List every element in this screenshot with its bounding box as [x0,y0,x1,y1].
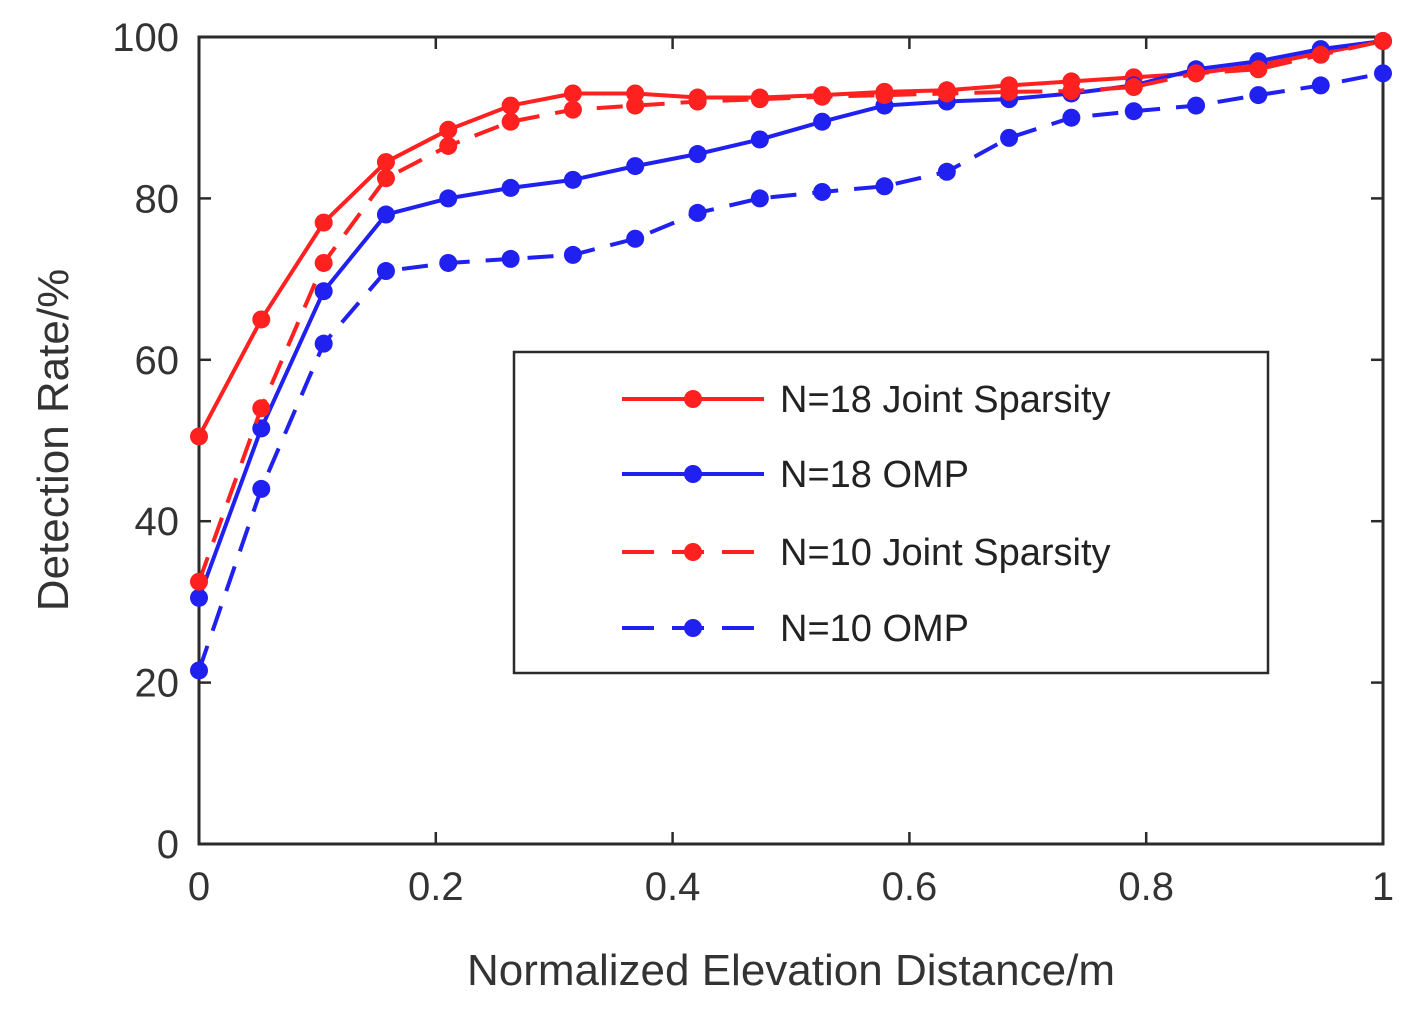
series-line [197,39,1384,583]
data-point [1249,60,1268,79]
series-3 [190,64,1392,680]
legend-entries: N=18 Joint Sparsity N=18 OMP N=10 Joint Sp… [622,379,1111,650]
data-point [190,572,208,591]
data-point [190,588,208,607]
series-line [197,39,1384,599]
data-point [190,427,208,446]
data-point [501,96,520,115]
y-tick-label: 80 [135,177,180,221]
data-point [1062,82,1081,101]
series-lines [190,32,1392,680]
data-point [1000,82,1019,101]
data-point [563,170,582,189]
data-point [875,86,894,105]
legend-label: N=10 OMP [780,608,969,650]
data-point [813,182,832,201]
data-point [1187,64,1206,83]
data-point [563,84,582,103]
y-tick-label: 100 [112,16,179,60]
data-point [1311,76,1330,95]
y-tick-label: 0 [157,823,179,867]
legend-entry: N=10 Joint Sparsity [622,532,1111,574]
series-line [197,71,1384,672]
data-point [688,145,707,164]
x-tick-label: 0.8 [1118,865,1174,909]
data-point [626,157,645,176]
data-point [314,334,333,353]
x-tick-label: 1 [1372,865,1394,909]
data-point [190,661,208,680]
data-point [501,178,520,197]
data-point [1062,108,1081,127]
data-point [376,169,395,188]
data-point [626,229,645,248]
data-point [750,130,769,149]
y-tick-label: 60 [135,339,180,383]
data-point [563,245,582,264]
y-tick-label: 40 [135,500,180,544]
data-point [813,87,832,106]
data-point [1311,45,1330,64]
series-2 [190,32,1392,591]
data-point [439,136,458,155]
data-point [376,153,395,172]
data-point [813,112,832,131]
data-point [1124,78,1143,97]
legend: N=18 Joint Sparsity N=18 OMP N=10 Joint Sp… [512,350,1270,675]
legend-box [512,350,1270,675]
y-tick-label: 20 [135,662,180,706]
data-point [1000,128,1019,147]
data-point [439,120,458,139]
data-point [626,96,645,115]
data-point [314,213,333,232]
x-tick-label: 0.6 [882,865,938,909]
legend-entry: N=10 OMP [622,608,969,650]
legend-label: N=10 Joint Sparsity [780,532,1111,574]
data-point [501,249,520,268]
data-point [1187,96,1206,115]
data-point [252,479,271,498]
x-tick-label: 0 [188,865,210,909]
data-point [252,310,271,329]
legend-label: N=18 OMP [780,454,969,496]
data-point [252,399,271,418]
data-point [688,203,707,222]
data-point [1249,86,1268,105]
data-point [376,262,395,281]
data-point [1374,64,1392,83]
data-point [875,177,894,196]
data-point [501,112,520,131]
legend-marker [684,543,702,561]
data-point [314,253,333,272]
data-point [688,92,707,111]
x-axis-label: Normalized Elevation Distance/m [467,946,1115,995]
data-point [1374,32,1392,51]
legend-entry: N=18 Joint Sparsity [622,379,1111,421]
legend-marker [684,619,702,637]
data-point [376,205,395,224]
data-point [750,90,769,109]
data-point [439,253,458,272]
legend-label: N=18 Joint Sparsity [780,379,1111,421]
x-tick-label: 0.4 [645,865,701,909]
legend-marker [684,390,702,408]
y-axis-label: Detection Rate/% [29,269,78,611]
data-point [750,189,769,208]
data-point [937,162,956,181]
legend-marker [684,465,702,483]
data-point [314,282,333,301]
data-point [439,189,458,208]
axis-ticks: 0 0.2 0.4 0.6 0.8 1 0 20 40 60 80 100 [112,16,1394,909]
data-point [937,84,956,103]
x-tick-label: 0.2 [408,865,464,909]
data-point [1124,102,1143,121]
data-point [563,100,582,119]
legend-entry: N=18 OMP [622,454,969,496]
